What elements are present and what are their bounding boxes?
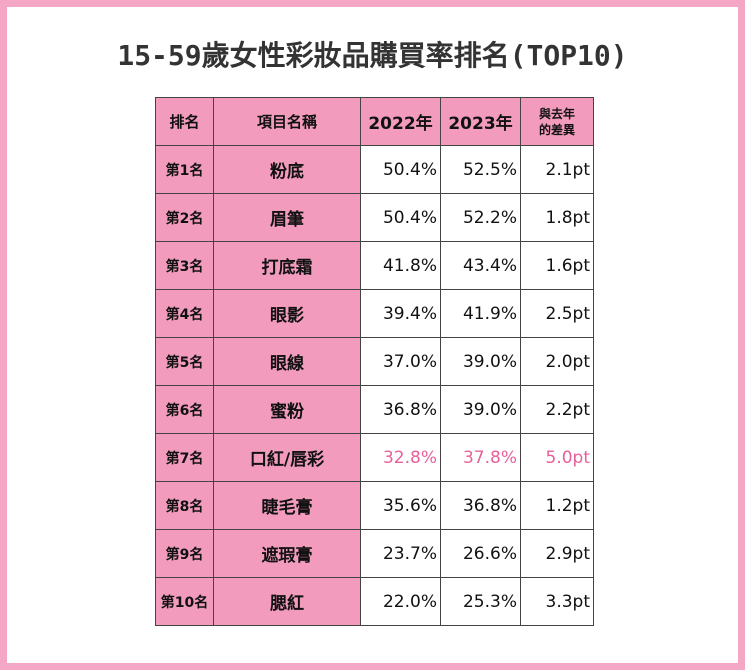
table-row: 第3名 打底霜 41.8% 43.4% 1.6pt [155,241,594,290]
value-2022-cell: 32.8% [360,433,441,482]
item-name-cell: 眉筆 [213,193,361,242]
value-2023-cell: 52.2% [440,193,521,242]
item-name-cell: 粉底 [213,145,361,194]
value-2022-cell: 22.0% [360,577,441,626]
rank-cell: 第9名 [155,529,214,578]
diff-cell: 1.6pt [520,241,594,290]
item-name-cell: 蜜粉 [213,385,361,434]
diff-cell: 2.2pt [520,385,594,434]
header-2022: 2022年 [360,97,441,146]
value-2023-cell: 39.0% [440,385,521,434]
table-row: 第2名 眉筆 50.4% 52.2% 1.8pt [155,193,594,242]
value-2023-cell: 43.4% [440,241,521,290]
rank-cell: 第5名 [155,337,214,386]
table-body: 第1名 粉底 50.4% 52.5% 2.1pt 第2名 眉筆 50.4% 52.2% 1.8pt… [155,145,594,626]
diff-cell: 2.1pt [520,145,594,194]
table-row: 第6名 蜜粉 36.8% 39.0% 2.2pt [155,385,594,434]
rank-cell: 第7名 [155,433,214,482]
diff-cell: 2.9pt [520,529,594,578]
value-2022-cell: 37.0% [360,337,441,386]
item-name-cell: 打底霜 [213,241,361,290]
value-2023-cell: 41.9% [440,289,521,338]
ranking-table: 排名 項目名稱 2022年 2023年 與去年 的差異 第1名 粉底 50.4% 52… [155,97,594,626]
value-2023-cell: 36.8% [440,481,521,530]
value-2023-cell: 26.6% [440,529,521,578]
rank-cell: 第8名 [155,481,214,530]
value-2023-cell: 25.3% [440,577,521,626]
table-header-row: 排名 項目名稱 2022年 2023年 與去年 的差異 [155,97,594,146]
diff-cell: 2.5pt [520,289,594,338]
chart-title: 15-59歲女性彩妝品購買率排名(TOP10) [117,39,628,72]
table-row: 第4名 眼影 39.4% 41.9% 2.5pt [155,289,594,338]
value-2022-cell: 39.4% [360,289,441,338]
item-name-cell: 腮紅 [213,577,361,626]
rank-cell: 第4名 [155,289,214,338]
table-row: 第1名 粉底 50.4% 52.5% 2.1pt [155,145,594,194]
header-diff: 與去年 的差異 [520,97,594,146]
item-name-cell: 眼線 [213,337,361,386]
value-2022-cell: 35.6% [360,481,441,530]
diff-cell: 1.8pt [520,193,594,242]
item-name-cell: 睫毛膏 [213,481,361,530]
diff-cell: 5.0pt [520,433,594,482]
rank-cell: 第3名 [155,241,214,290]
header-diff-line1: 與去年 [538,106,575,121]
table-row: 第10名 腮紅 22.0% 25.3% 3.3pt [155,577,594,626]
table-row: 第9名 遮瑕膏 23.7% 26.6% 2.9pt [155,529,594,578]
diff-cell: 2.0pt [520,337,594,386]
rank-cell: 第1名 [155,145,214,194]
header-2023: 2023年 [440,97,521,146]
diff-cell: 3.3pt [520,577,594,626]
value-2022-cell: 50.4% [360,193,441,242]
rank-cell: 第2名 [155,193,214,242]
rank-cell: 第6名 [155,385,214,434]
item-name-cell: 眼影 [213,289,361,338]
value-2023-cell: 37.8% [440,433,521,482]
rank-cell: 第10名 [155,577,214,626]
value-2023-cell: 52.5% [440,145,521,194]
header-item: 項目名稱 [213,97,361,146]
value-2022-cell: 36.8% [360,385,441,434]
table-row: 第8名 睫毛膏 35.6% 36.8% 1.2pt [155,481,594,530]
item-name-cell: 口紅/唇彩 [213,433,361,482]
diff-cell: 1.2pt [520,481,594,530]
item-name-cell: 遮瑕膏 [213,529,361,578]
value-2022-cell: 50.4% [360,145,441,194]
table-row: 第5名 眼線 37.0% 39.0% 2.0pt [155,337,594,386]
value-2022-cell: 23.7% [360,529,441,578]
header-diff-line2: 的差異 [538,122,575,137]
table-row: 第7名 口紅/唇彩 32.8% 37.8% 5.0pt [155,433,594,482]
header-rank: 排名 [155,97,214,146]
value-2023-cell: 39.0% [440,337,521,386]
value-2022-cell: 41.8% [360,241,441,290]
